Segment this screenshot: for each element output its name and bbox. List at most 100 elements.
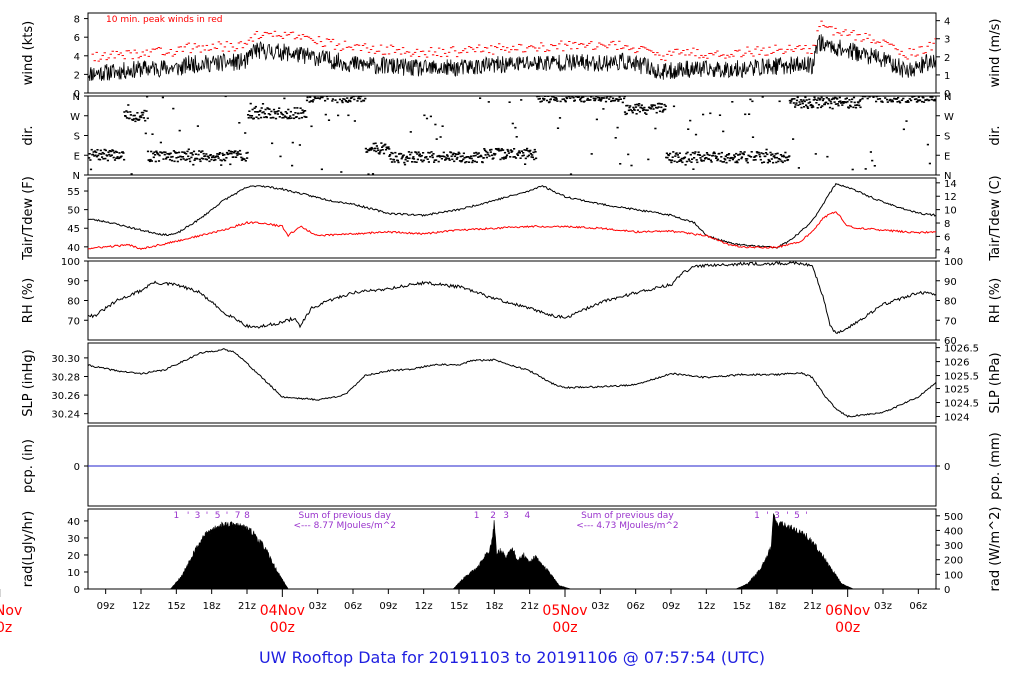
direction-point <box>709 112 712 115</box>
direction-point <box>303 115 306 118</box>
direction-point <box>449 151 453 154</box>
direction-point <box>781 155 784 158</box>
direction-point <box>144 119 147 122</box>
direction-point <box>638 110 641 113</box>
direction-point <box>306 96 309 99</box>
direction-point <box>110 154 113 156</box>
direction-point <box>525 149 528 152</box>
direction-point <box>530 156 533 158</box>
direction-point <box>631 110 634 112</box>
direction-point <box>127 104 130 106</box>
direction-point <box>341 101 344 104</box>
direction-point <box>782 154 785 157</box>
direction-point <box>811 104 814 107</box>
direction-point <box>854 104 857 107</box>
direction-point <box>225 157 228 159</box>
direction-point <box>823 103 826 106</box>
direction-point <box>806 107 810 109</box>
direction-point <box>101 151 104 154</box>
direction-point <box>425 117 429 120</box>
direction-point <box>589 99 592 101</box>
direction-point <box>196 158 199 160</box>
direction-point <box>307 96 310 97</box>
direction-point <box>632 106 635 109</box>
direction-point <box>487 101 490 103</box>
direction-point <box>919 99 922 101</box>
direction-point <box>501 157 504 159</box>
direction-point <box>146 150 150 153</box>
direction-point <box>853 101 856 104</box>
direction-point <box>144 132 147 135</box>
direction-point <box>608 98 611 100</box>
direction-point <box>366 149 369 151</box>
direction-point <box>579 99 582 101</box>
direction-point <box>777 160 780 163</box>
direction-point <box>464 161 467 164</box>
direction-point <box>751 136 755 138</box>
direction-point <box>388 148 391 150</box>
direction-point <box>282 116 285 119</box>
direction-point <box>580 96 584 99</box>
direction-point <box>276 113 279 115</box>
direction-point <box>97 158 100 161</box>
time-tick-label: 18z <box>203 601 221 612</box>
direction-point <box>748 113 751 115</box>
rh-ylabel-left: RH (%) <box>21 278 36 323</box>
direction-point <box>217 157 220 159</box>
direction-point <box>150 150 153 153</box>
direction-point <box>139 115 142 117</box>
direction-point <box>791 98 794 100</box>
direction-point <box>856 104 859 106</box>
direction-point <box>168 158 172 161</box>
direction-point <box>534 151 537 153</box>
direction-point <box>705 152 709 154</box>
direction-point <box>854 106 858 109</box>
direction-point <box>533 158 536 161</box>
slp-ylabel-left: SLP (inHg) <box>21 349 36 417</box>
direction-point <box>758 153 761 156</box>
direction-point <box>825 96 828 99</box>
direction-point <box>556 100 559 102</box>
direction-point <box>825 101 828 104</box>
direction-point <box>897 96 900 99</box>
direction-point <box>92 151 95 153</box>
direction-point <box>746 161 749 164</box>
direction-point <box>313 96 316 99</box>
direction-point <box>150 160 153 162</box>
direction-point <box>651 106 654 108</box>
direction-point <box>655 111 658 114</box>
direction-point <box>694 151 697 153</box>
direction-point <box>340 171 343 173</box>
direction-point <box>551 96 554 98</box>
direction-point <box>104 149 107 152</box>
direction-point <box>656 102 660 105</box>
rad-tick-label-left: 30 <box>67 534 80 545</box>
direction-point <box>590 96 593 98</box>
dir-tick-label-right: N <box>944 92 951 103</box>
direction-point <box>489 149 492 151</box>
direction-point <box>255 116 258 118</box>
direction-point <box>169 152 172 155</box>
direction-point <box>236 154 239 156</box>
dir-tick-label-right: W <box>944 112 954 123</box>
direction-point <box>924 99 928 101</box>
direction-point <box>429 115 432 118</box>
direction-point <box>718 114 722 116</box>
direction-point <box>130 173 133 175</box>
direction-point <box>568 96 571 97</box>
direction-point <box>586 97 589 100</box>
direction-point <box>569 97 572 99</box>
direction-point <box>292 114 295 116</box>
direction-point <box>802 99 805 101</box>
direction-point <box>143 109 146 112</box>
direction-point <box>518 150 521 152</box>
direction-point <box>770 154 773 156</box>
direction-point <box>517 151 520 154</box>
direction-point <box>435 138 438 140</box>
direction-point <box>617 98 620 101</box>
direction-point <box>911 96 914 98</box>
wind-mean-series <box>88 34 936 81</box>
direction-point <box>755 155 758 157</box>
direction-point <box>190 152 194 154</box>
direction-point <box>140 116 143 119</box>
